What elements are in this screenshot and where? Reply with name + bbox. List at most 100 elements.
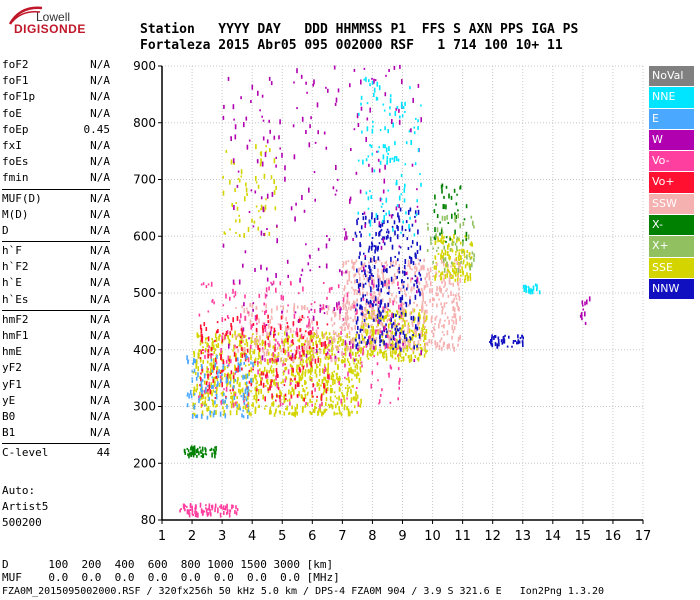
data-point bbox=[246, 386, 248, 390]
data-point bbox=[275, 164, 277, 168]
data-point bbox=[348, 323, 350, 328]
data-point bbox=[298, 292, 300, 295]
data-point bbox=[223, 511, 225, 515]
data-point bbox=[402, 106, 405, 109]
data-point bbox=[252, 333, 254, 336]
data-point bbox=[290, 382, 292, 385]
data-point bbox=[282, 379, 284, 384]
data-point bbox=[344, 357, 346, 363]
data-point bbox=[522, 286, 525, 289]
data-point bbox=[440, 184, 443, 189]
data-point bbox=[308, 187, 310, 193]
data-point bbox=[355, 397, 358, 402]
data-point bbox=[211, 369, 213, 373]
data-point bbox=[345, 231, 347, 237]
data-point bbox=[217, 375, 219, 379]
data-point bbox=[336, 334, 338, 337]
data-point bbox=[367, 196, 370, 201]
param-value: N/A bbox=[90, 260, 110, 274]
data-point bbox=[264, 396, 266, 402]
data-point bbox=[254, 386, 257, 391]
data-point bbox=[349, 411, 351, 417]
data-point bbox=[424, 326, 426, 328]
data-point bbox=[342, 261, 345, 266]
data-point bbox=[244, 294, 246, 299]
data-point bbox=[339, 326, 342, 329]
data-point bbox=[247, 311, 250, 314]
data-point bbox=[410, 128, 412, 133]
data-point bbox=[271, 317, 273, 320]
data-point bbox=[219, 411, 222, 417]
data-point bbox=[338, 357, 340, 362]
data-point bbox=[336, 401, 339, 406]
data-point bbox=[315, 329, 318, 335]
data-point bbox=[205, 327, 208, 331]
param-row: C-level 44 bbox=[2, 446, 110, 462]
data-point bbox=[408, 342, 410, 347]
data-point bbox=[377, 379, 379, 382]
data-point bbox=[419, 273, 422, 277]
data-point bbox=[270, 327, 272, 332]
data-point bbox=[352, 337, 355, 343]
data-point bbox=[453, 307, 456, 313]
data-point bbox=[416, 277, 419, 283]
data-point bbox=[319, 403, 321, 409]
data-point bbox=[275, 375, 277, 381]
data-point bbox=[369, 221, 372, 227]
data-point bbox=[418, 320, 421, 325]
data-point bbox=[385, 335, 387, 338]
data-point bbox=[328, 332, 331, 336]
data-point bbox=[418, 333, 421, 339]
legend-item: NNE bbox=[649, 87, 694, 108]
data-point bbox=[279, 345, 281, 350]
data-point bbox=[357, 217, 359, 220]
data-point bbox=[199, 349, 201, 351]
data-point bbox=[201, 335, 204, 341]
data-point bbox=[205, 285, 208, 289]
data-point bbox=[426, 342, 429, 347]
data-point bbox=[408, 358, 411, 362]
data-point bbox=[411, 334, 414, 340]
data-point bbox=[362, 297, 365, 301]
data-point bbox=[242, 327, 245, 332]
data-point bbox=[341, 393, 344, 398]
data-point bbox=[352, 302, 354, 306]
data-point bbox=[241, 335, 244, 338]
data-point bbox=[239, 336, 242, 339]
data-point bbox=[403, 333, 406, 339]
data-point bbox=[403, 198, 406, 203]
data-point bbox=[383, 327, 385, 332]
data-point bbox=[206, 385, 209, 388]
data-point bbox=[204, 350, 207, 353]
data-point bbox=[435, 271, 437, 275]
data-point bbox=[395, 180, 398, 185]
data-point bbox=[429, 298, 431, 303]
data-point bbox=[327, 362, 330, 365]
data-point bbox=[215, 344, 218, 347]
data-point bbox=[265, 404, 267, 407]
data-point bbox=[362, 325, 364, 331]
data-point bbox=[226, 334, 229, 337]
data-point bbox=[415, 254, 417, 260]
data-point bbox=[512, 341, 515, 344]
data-point bbox=[361, 310, 364, 313]
data-point bbox=[215, 375, 218, 379]
data-point bbox=[448, 343, 450, 349]
data-point bbox=[239, 344, 242, 347]
data-point bbox=[406, 344, 409, 350]
data-point bbox=[248, 211, 251, 213]
data-point bbox=[464, 256, 466, 259]
data-point bbox=[270, 326, 273, 329]
data-point bbox=[453, 188, 456, 193]
param-value: N/A bbox=[90, 409, 110, 423]
data-point bbox=[424, 316, 426, 321]
data-point bbox=[285, 366, 288, 370]
data-point bbox=[387, 308, 389, 311]
data-point bbox=[453, 313, 456, 318]
data-point bbox=[301, 356, 303, 361]
data-point bbox=[396, 327, 398, 332]
data-point bbox=[262, 334, 264, 336]
data-point bbox=[443, 274, 446, 277]
data-point bbox=[456, 277, 459, 283]
data-point bbox=[214, 405, 217, 408]
